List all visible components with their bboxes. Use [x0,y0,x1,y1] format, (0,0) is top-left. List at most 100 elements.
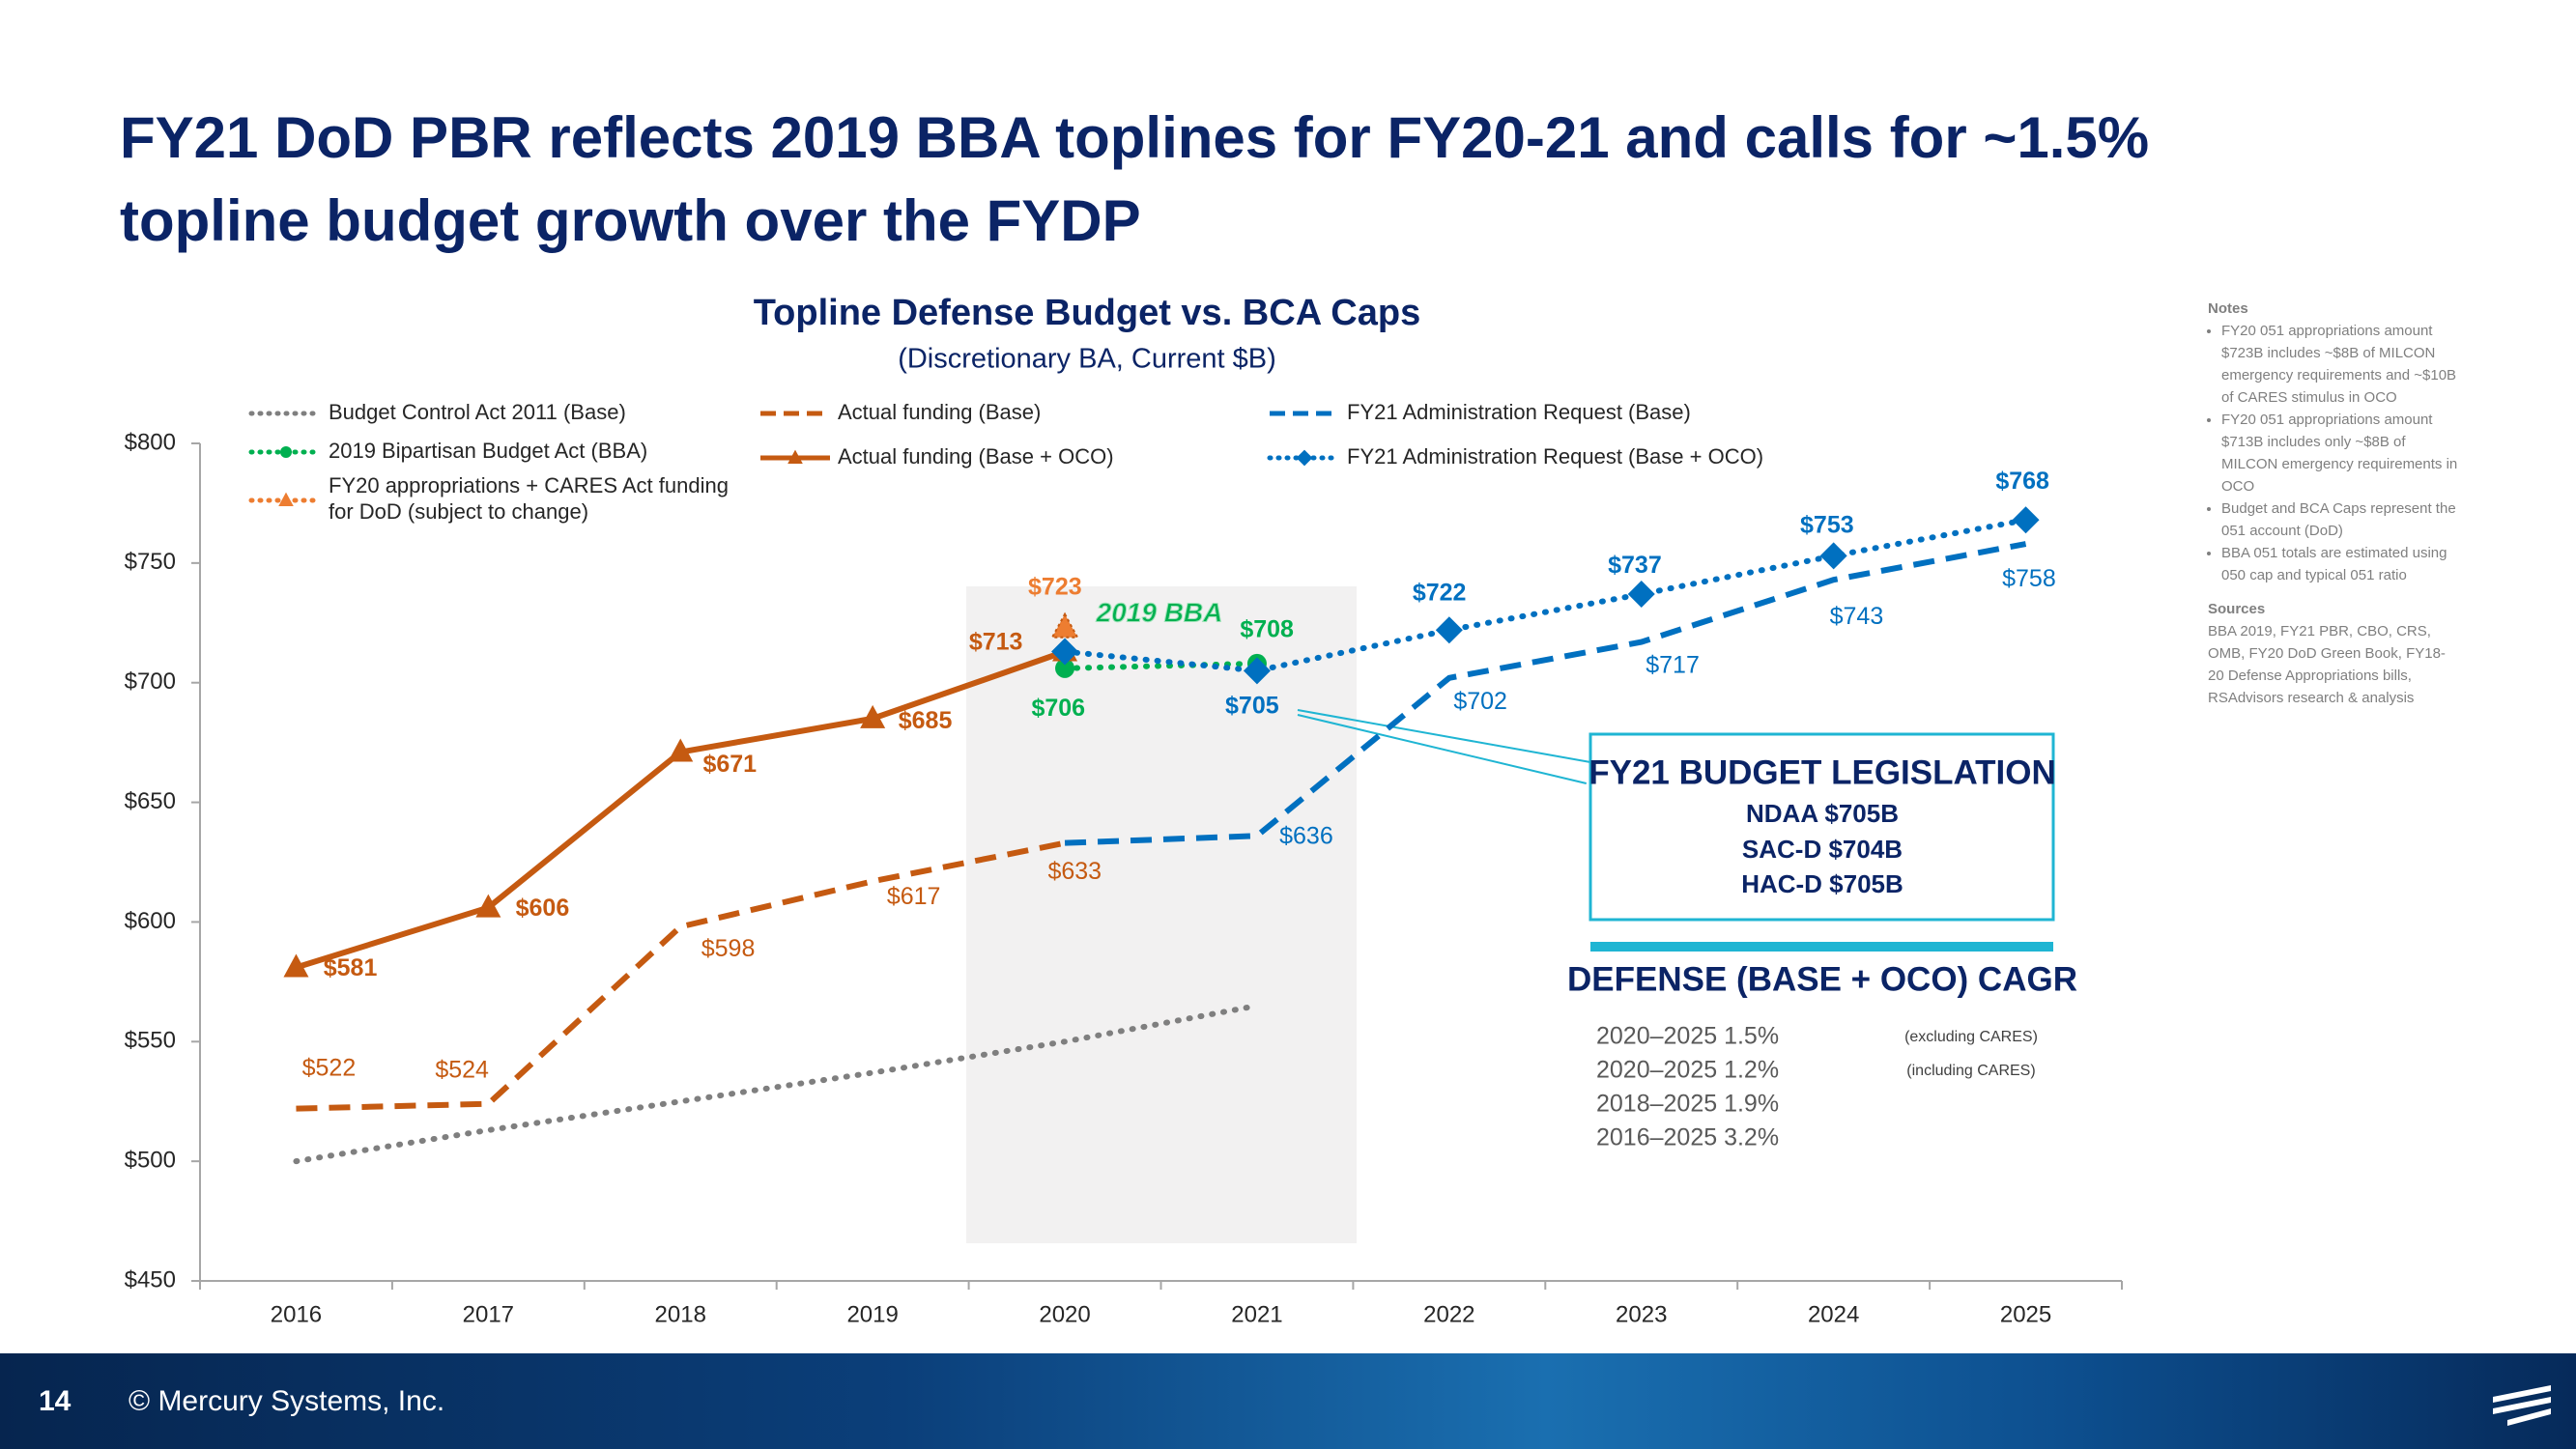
legend-marker [278,492,294,506]
legend-label: FY21 Administration Request (Base + OCO) [1347,444,1764,469]
chart-title: Topline Defense Budget vs. BCA Caps [754,293,1420,333]
data-label: $722 [1413,579,1467,606]
legend-label: 2019 Bipartisan Budget Act (BBA) [329,439,648,463]
chart-subtitle: (Discretionary BA, Current $B) [898,344,1276,375]
marker [860,704,886,728]
cagr-bar [1590,942,2053,952]
logo [2493,1385,2551,1426]
data-label: $524 [435,1056,489,1083]
series-line [295,648,1067,971]
series-line [1062,517,2029,674]
marker [2012,506,2040,534]
y-tick-label: $800 [125,429,176,455]
legend-marker [1296,449,1313,467]
legend-marker [787,449,803,464]
legend-label: FY21 Administration Request (Base) [1347,400,1691,424]
data-label: $708 [1240,616,1294,643]
box-line: SAC-D $704B [1742,835,1903,864]
x-tick-label: 2016 [271,1301,322,1327]
note: FY20 051 appropriations amount $723B inc… [2221,320,2459,409]
marker [1051,638,1079,666]
legend-text: Actual funding (Base) [838,400,1042,424]
y-tick-label: $650 [125,788,176,814]
legend-text: Actual funding (Base + OCO) [838,444,1114,469]
data-label: $606 [516,895,570,922]
cagr-row: 2018–2025 1.9% [1596,1091,1779,1118]
cagr-title: DEFENSE (BASE + OCO) CAGR [1567,960,2077,998]
x-tick-label: 2017 [463,1301,514,1327]
box-line: NDAA $705B [1746,799,1899,828]
data-label: $598 [701,935,756,962]
x-tick-label: 2022 [1423,1301,1474,1327]
data-label: $758 [2002,565,2056,592]
data-label: $737 [1608,552,1662,579]
notes-list: FY20 051 appropriations amount $723B inc… [2208,320,2459,586]
marker [1055,658,1075,678]
y-tick-label: $700 [125,668,176,695]
x-tick-label: 2019 [846,1301,898,1327]
footer: 14 © Mercury Systems, Inc. [0,1353,2576,1449]
legend-text: 2019 Bipartisan Budget Act (BBA) [329,439,648,463]
slide-title: FY21 DoD PBR reflects 2019 BBA toplines … [120,105,2150,253]
y-tick-label: $500 [125,1147,176,1173]
data-label: $768 [1995,468,2049,495]
note: Budget and BCA Caps represent the 051 ac… [2221,497,2459,542]
sources-title: Sources [2208,601,2266,617]
data-label: $753 [1800,511,1854,538]
data-label: $743 [1830,603,1884,630]
copyright: © Mercury Systems, Inc. [129,1385,445,1417]
marker [1243,657,1271,685]
marker [1050,611,1079,639]
data-label: $581 [324,954,378,981]
y-tick-label: $550 [125,1028,176,1054]
legend-text: Budget Control Act 2011 (Base) [329,400,626,424]
marker [283,953,309,978]
data-label: $702 [1453,688,1507,715]
legend-text: FY21 Administration Request (Base + OCO) [1347,444,1764,469]
series-line [296,839,1066,1112]
marker [1819,542,1847,570]
data-label: $617 [887,883,941,910]
notes-title: Notes [2208,300,2248,317]
data-label: $633 [1047,858,1102,885]
marker [475,894,501,918]
page-number: 14 [39,1385,72,1417]
marker [1435,616,1463,644]
sources: BBA 2019, FY21 PBR, CBO, CRS, OMB, FY20 … [2208,623,2446,706]
legend-label: Budget Control Act 2011 (Base) [329,400,626,424]
legislation-box [1589,732,2055,922]
x-tick-label: 2025 [2000,1301,2051,1327]
cagr-row: 2016–2025 3.2% [1596,1124,1779,1151]
cagr-note: (including CARES) [1906,1063,2035,1079]
annotation: 2019 BBA [1096,597,1223,627]
y-tick-label: $750 [125,549,176,575]
box-line: HAC-D $705B [1741,869,1903,898]
x-tick-label: 2023 [1616,1301,1667,1327]
marker [1627,581,1655,609]
data-label: $636 [1279,823,1333,850]
callout-line [1297,709,1591,763]
series-line [293,1003,1260,1165]
notes: Notes FY20 051 appropriations amount $72… [2208,298,2459,709]
data-label: $685 [899,707,953,734]
box-title: FY21 BUDGET LEGISLATION [1589,753,2056,791]
data-label: $713 [969,629,1023,656]
marker [668,738,694,762]
cagr-row: 2020–2025 1.2% [1596,1057,1779,1084]
cagr-note: (excluding CARES) [1904,1029,2038,1045]
legend-label: Actual funding (Base + OCO) [838,444,1114,469]
note: BBA 051 totals are estimated using 050 c… [2221,542,2459,586]
legend-text: FY20 appropriations + CARES Act funding … [329,473,729,524]
data-label: $705 [1225,692,1279,719]
x-tick-label: 2018 [655,1301,706,1327]
x-tick-label: 2020 [1039,1301,1090,1327]
legend-label: Actual funding (Base) [838,400,1042,424]
shaded-region [966,586,1357,1243]
cagr-row: 2020–2025 1.5% [1596,1023,1779,1050]
series-line [1062,660,1260,671]
callout-line [1297,714,1588,784]
series-line [1064,541,2027,846]
note: FY20 051 appropriations amount $713B inc… [2221,409,2459,497]
y-tick-label: $600 [125,908,176,934]
